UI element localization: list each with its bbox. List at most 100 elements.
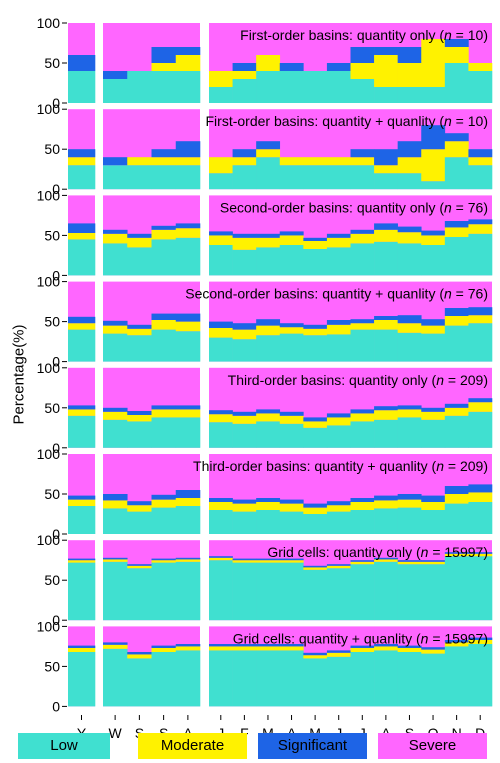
- panel-title-n: n: [444, 286, 452, 302]
- moderate-bar: [151, 499, 177, 508]
- moderate-bar: [175, 498, 201, 506]
- moderate-bar: [421, 502, 446, 510]
- moderate-bar: [421, 561, 446, 565]
- moderate-bar: [68, 409, 96, 416]
- panel-2: 0 50 100 First-order basins: quantity + qua…: [37, 101, 493, 197]
- low-bar: [151, 652, 177, 707]
- moderate-bar: [279, 235, 304, 245]
- moderate-bar: [256, 560, 281, 563]
- low-bar: [468, 556, 493, 621]
- low-bar: [175, 71, 201, 103]
- y-tick-label: 0: [52, 267, 60, 283]
- significant-bar: [175, 223, 201, 229]
- significant-bar: [103, 494, 128, 501]
- low-bar: [127, 71, 152, 103]
- moderate-bar: [151, 157, 177, 166]
- moderate-bar: [374, 229, 398, 242]
- moderate-bar: [127, 237, 152, 248]
- low-bar: [103, 419, 128, 448]
- y-tick-label: 50: [44, 400, 60, 416]
- moderate-bar: [374, 646, 398, 651]
- low-bar: [175, 417, 201, 448]
- panel-title-n: n: [436, 372, 444, 388]
- moderate-bar: [444, 553, 469, 557]
- low-bar: [256, 335, 281, 362]
- significant-bar: [175, 405, 201, 410]
- low-bar: [326, 165, 351, 190]
- low-bar: [374, 508, 398, 534]
- low-bar: [397, 652, 422, 707]
- panel-title-text: First-order basins: quantity only (: [240, 27, 444, 43]
- significant-bar: [397, 645, 422, 648]
- moderate-bar: [350, 233, 375, 244]
- low-bar: [421, 564, 446, 621]
- low-bar: [326, 71, 351, 103]
- low-bar: [397, 332, 422, 362]
- significant-bar: [350, 498, 375, 502]
- moderate-bar: [175, 646, 201, 651]
- panel-5: 0 50 100 Third-order basins: quantity only …: [37, 360, 493, 456]
- moderate-bar: [103, 559, 128, 562]
- low-bar: [175, 237, 201, 276]
- moderate-bar: [175, 409, 201, 418]
- significant-bar: [303, 237, 328, 241]
- low-bar: [303, 335, 328, 362]
- moderate-bar: [350, 648, 375, 652]
- moderate-bar: [303, 157, 328, 166]
- low-bar: [421, 333, 446, 362]
- low-bar: [444, 556, 469, 621]
- low-bar: [421, 653, 446, 707]
- significant-bar: [326, 233, 351, 238]
- low-bar: [374, 329, 398, 362]
- low-bar: [374, 419, 398, 448]
- significant-bar: [374, 406, 398, 411]
- significant-bar: [303, 652, 328, 656]
- significant-bar: [209, 321, 233, 328]
- low-bar: [279, 650, 304, 707]
- significant-bar: [209, 498, 233, 502]
- low-bar: [397, 564, 422, 621]
- panel-1: 0 50 100 First-order basins: quantity only …: [37, 15, 493, 111]
- low-bar: [397, 173, 422, 190]
- low-bar: [103, 243, 128, 276]
- moderate-bar: [421, 411, 446, 420]
- panel-3: 0 50 100 Second-order basins: quantity only…: [37, 187, 493, 283]
- low-bar: [326, 247, 351, 276]
- low-bar: [279, 165, 304, 190]
- moderate-bar: [397, 232, 422, 244]
- moderate-bar: [350, 323, 375, 330]
- low-bar: [350, 510, 375, 534]
- moderate-bar: [127, 328, 152, 336]
- significant-bar: [421, 319, 446, 326]
- significant-bar: [374, 316, 398, 320]
- significant-bar: [350, 47, 375, 63]
- significant-bar: [397, 141, 422, 158]
- low-bar: [303, 514, 328, 534]
- low-bar: [279, 245, 304, 276]
- panel-6: 0 50 100 Third-order basins: quantity + qua…: [37, 446, 493, 542]
- low-bar: [444, 237, 469, 276]
- low-bar: [421, 510, 446, 534]
- moderate-bar: [209, 328, 233, 338]
- low-bar: [175, 650, 201, 707]
- low-bar: [175, 331, 201, 362]
- moderate-bar: [151, 229, 177, 240]
- y-tick-label: 50: [44, 141, 60, 157]
- moderate-bar: [421, 649, 446, 654]
- moderate-bar: [303, 655, 328, 659]
- moderate-bar: [256, 55, 281, 71]
- significant-bar: [397, 47, 422, 63]
- moderate-bar: [326, 565, 351, 569]
- significant-bar: [303, 565, 328, 568]
- significant-bar: [279, 499, 304, 504]
- low-bar: [468, 323, 493, 362]
- moderate-bar: [68, 560, 96, 563]
- low-bar: [397, 243, 422, 276]
- moderate-bar: [127, 415, 152, 422]
- moderate-bar: [374, 165, 398, 174]
- moderate-bar: [374, 410, 398, 420]
- low-bar: [127, 421, 152, 448]
- y-tick-label: 50: [44, 55, 60, 71]
- low-bar: [151, 71, 177, 103]
- significant-bar: [256, 498, 281, 502]
